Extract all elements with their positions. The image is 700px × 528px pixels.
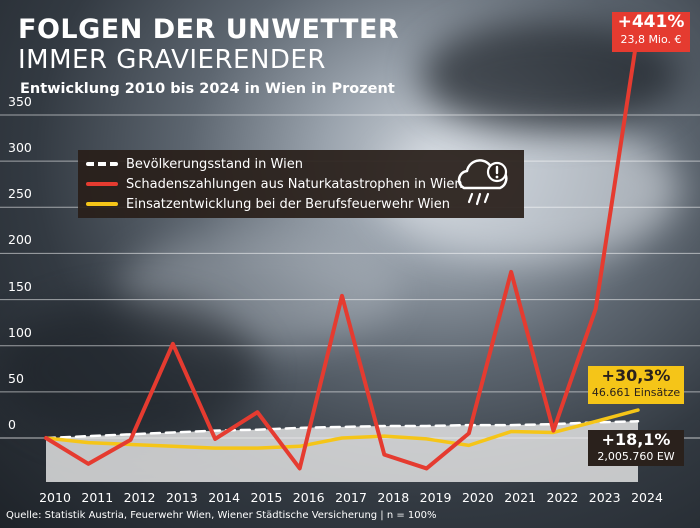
y-tick-label: 100: [8, 324, 32, 340]
x-tick-label: 2020: [461, 490, 494, 505]
x-tick-label: 2013: [165, 490, 198, 505]
title-line1: FOLGEN DER UNWETTER: [18, 14, 400, 45]
dark-cloud-left: [0, 300, 260, 440]
x-tick-label: 2023: [588, 490, 621, 505]
legend-item-population: Bevölkerungsstand in Wien: [86, 154, 303, 174]
callout-damage: +441% 23,8 Mio. €: [612, 12, 690, 52]
y-tick-label: 300: [8, 140, 32, 156]
x-tick-label: 2019: [419, 490, 452, 505]
callout-operations-value: +30,3%: [601, 366, 671, 385]
x-tick-label: 2016: [292, 490, 325, 505]
damage-line: [44, 29, 640, 471]
legend-swatch: [86, 182, 118, 186]
x-tick-label: 2017: [335, 490, 367, 505]
x-tick-label: 2015: [250, 490, 283, 505]
x-tick-label: 2018: [377, 490, 410, 505]
x-tick-label: 2022: [546, 490, 579, 505]
x-tick-label: 2012: [123, 490, 156, 505]
subtitle: Entwicklung 2010 bis 2024 in Wien in Pro…: [20, 81, 395, 97]
population-line: [44, 420, 640, 440]
x-tick-label: 2010: [39, 490, 71, 505]
x-tick-label: 2021: [504, 490, 537, 505]
callout-operations: +30,3% 46.661 Einsätze: [588, 366, 684, 404]
source-note: Quelle: Statistik Austria, Feuerwehr Wie…: [6, 510, 437, 521]
legend-label: Bevölkerungsstand in Wien: [126, 156, 303, 172]
legend-swatch: [86, 202, 118, 206]
callout-damage-detail: 23,8 Mio. €: [620, 33, 682, 46]
y-tick-label: 50: [8, 370, 24, 386]
y-tick-label: 350: [8, 94, 32, 109]
storm-cloud-warning-icon: [457, 159, 508, 206]
population-area: [46, 421, 638, 482]
callout-damage-value: +441%: [617, 12, 685, 32]
legend-item-operations: Einsatzentwicklung bei der Berufsfeuerwe…: [86, 194, 450, 214]
legend-swatch: [86, 162, 118, 166]
legend-item-damage: Schadenszahlungen aus Naturkatastrophen …: [86, 174, 463, 194]
x-tick-label: 2014: [208, 490, 241, 505]
title-line2: IMMER GRAVIERENDER: [18, 45, 326, 75]
callout-population: +18,1% 2,005.760 EW: [588, 430, 684, 466]
legend-label: Einsatzentwicklung bei der Berufsfeuerwe…: [126, 196, 450, 212]
y-tick-label: 0: [8, 417, 16, 432]
y-tick-label: 150: [8, 278, 32, 294]
callout-population-value: +18,1%: [601, 430, 671, 449]
callout-operations-detail: 46.661 Einsätze: [591, 386, 681, 399]
callout-population-detail: 2,005.760 EW: [597, 450, 675, 463]
y-tick-label: 200: [8, 232, 32, 248]
operations-line: [44, 408, 640, 450]
x-tick-label: 2024: [631, 490, 663, 505]
x-tick-label: 2011: [81, 490, 114, 505]
y-tick-label: 250: [8, 186, 32, 202]
legend: Bevölkerungsstand in Wien Schadenszahlun…: [78, 150, 524, 218]
legend-label: Schadenszahlungen aus Naturkatastrophen …: [126, 176, 463, 192]
